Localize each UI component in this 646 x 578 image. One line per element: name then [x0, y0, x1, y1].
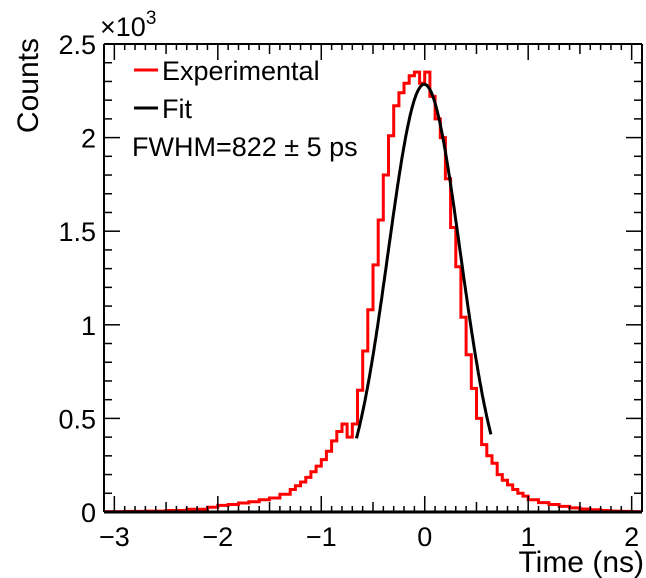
x-tick-label: 1 — [521, 522, 536, 552]
x-axis-title: Time (ns) — [518, 546, 644, 578]
fwhm-annotation: FWHM=822 ± 5 ps — [132, 132, 358, 162]
legend-label-experimental: Experimental — [162, 56, 320, 86]
legend-label-fit: Fit — [162, 94, 192, 124]
legend-entry-fit: Fit — [134, 94, 192, 124]
legend-entry-experimental: Experimental — [134, 56, 320, 86]
y-tick-label: 0 — [81, 498, 96, 528]
y-axis-title: Counts — [12, 38, 45, 133]
plot-marks — [104, 70, 642, 514]
y-tick-label: 1 — [81, 311, 96, 341]
y-tick-label: 2 — [81, 124, 96, 154]
y-axis-multiplier-exponent: 3 — [146, 8, 157, 29]
x-tick-label: 0 — [417, 522, 432, 552]
series-fit-curve — [354, 82, 493, 439]
x-tick-label: −3 — [99, 522, 130, 552]
y-tick-label: 0.5 — [58, 404, 96, 434]
ticks: −3 −2 −1 0 1 2 0 0.5 1 1.5 2 2.5 — [58, 30, 643, 552]
y-tick-label: 1.5 — [58, 217, 96, 247]
legend: Experimental Fit — [134, 56, 320, 124]
y-axis-multiplier-base: ×10 — [100, 12, 146, 42]
series-experimental-histogram — [104, 70, 642, 514]
x-tick-label: −1 — [306, 522, 337, 552]
x-tick-label: 2 — [624, 522, 639, 552]
x-tick-label: −2 — [202, 522, 233, 552]
y-axis-multiplier: ×103 — [100, 8, 156, 42]
y-tick-label: 2.5 — [58, 30, 96, 60]
